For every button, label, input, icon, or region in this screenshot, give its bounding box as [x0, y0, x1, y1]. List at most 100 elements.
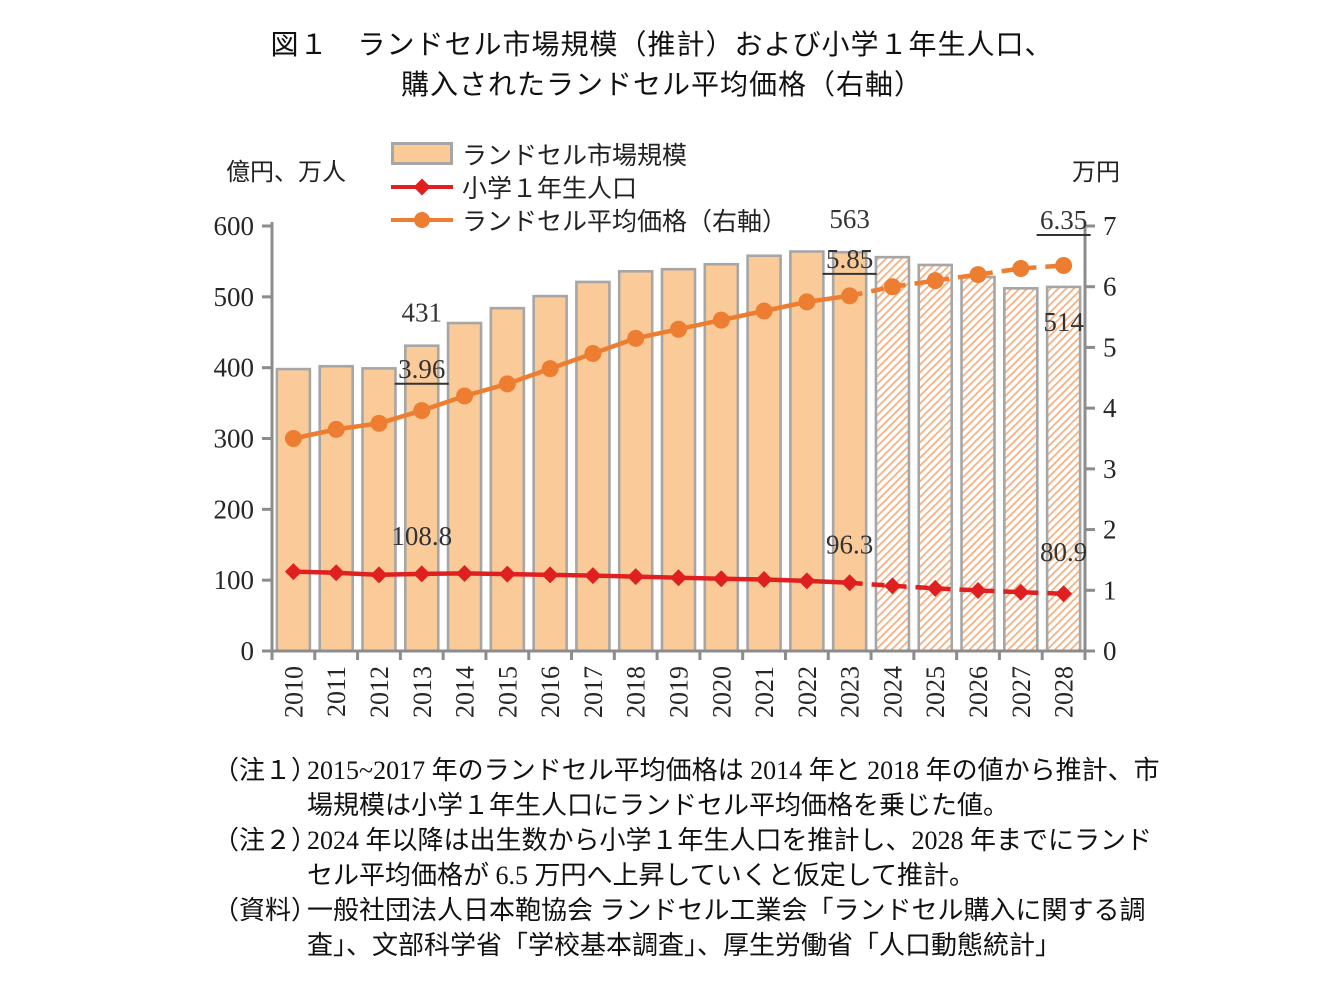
population-point-2027 [1012, 583, 1030, 601]
price-point-2023 [841, 287, 859, 305]
svg-text:2028: 2028 [1050, 666, 1079, 718]
price-point-2028 [1055, 256, 1073, 274]
population-point-2020 [712, 570, 730, 588]
notes: （注１） 2015~2017 年のランドセル平均価格は 2014 年と 2018… [213, 753, 1173, 963]
bar-2016 [532, 294, 568, 653]
svg-text:2021: 2021 [750, 666, 779, 718]
population-point-2013 [413, 565, 431, 583]
legend-item-population: 小学１年生人口 [391, 170, 787, 203]
population-point-2028 [1055, 585, 1073, 603]
population-point-2022 [798, 572, 816, 590]
price-point-2012 [370, 414, 388, 432]
svg-text:2027: 2027 [1007, 666, 1036, 718]
svg-text:2012: 2012 [365, 666, 394, 718]
svg-text:500: 500 [214, 282, 255, 312]
price-point-2014 [456, 387, 474, 405]
svg-text:2011: 2011 [322, 666, 351, 717]
price-point-2020 [712, 311, 730, 329]
population-point-2014 [456, 564, 474, 582]
population-point-2017 [584, 567, 602, 585]
svg-text:2013: 2013 [408, 666, 437, 718]
price-point-2018 [627, 329, 645, 347]
svg-text:2015: 2015 [493, 666, 522, 718]
population-point-2015 [498, 565, 516, 583]
annotation-431: 431 [402, 298, 443, 328]
price-point-2025 [926, 272, 944, 290]
svg-text:400: 400 [214, 353, 255, 383]
price-point-2013 [413, 402, 431, 420]
chart-title-line1: 図１ ランドセル市場規模（推計）および小学１年生人口、 [270, 30, 1054, 61]
bar-2013 [403, 344, 440, 653]
note-label: （注１） [213, 756, 318, 785]
legend-label: ランドセル平均価格（右軸） [462, 208, 788, 236]
price-point-2015 [498, 375, 516, 393]
legend-label: 小学１年生人口 [462, 175, 638, 203]
annotation-563: 563 [829, 204, 870, 234]
left-axis-unit-label: 億円、万人 [226, 160, 346, 186]
legend: ランドセル市場規模 小学１年生人口 ランドセル平均価格（右軸） [391, 137, 787, 236]
diamond-line-swatch-icon [391, 178, 453, 196]
price-point-2022 [798, 293, 816, 311]
legend-item-avg-price: ランドセル平均価格（右軸） [391, 203, 787, 236]
svg-text:2022: 2022 [793, 666, 822, 718]
svg-text:600: 600 [214, 211, 255, 241]
svg-text:2: 2 [1103, 515, 1117, 545]
chart-title: 図１ ランドセル市場規模（推計）および小学１年生人口、 購入されたランドセル平均… [0, 26, 1324, 106]
price-point-2011 [327, 420, 345, 438]
svg-text:1: 1 [1103, 575, 1117, 605]
bar-swatch-icon [391, 142, 453, 165]
note-source: （資料） 一般社団法人日本鞄協会 ランドセル工業会「ランドセル購入に関する調査」… [213, 893, 1173, 963]
note-text: 一般社団法人日本鞄協会 ランドセル工業会「ランドセル購入に関する調査」、文部科学… [307, 896, 1146, 960]
svg-text:2019: 2019 [665, 666, 694, 718]
price-point-2021 [755, 302, 773, 320]
svg-text:100: 100 [214, 565, 255, 595]
annotation-6.35: 6.35 [1040, 205, 1087, 235]
note-label: （注２） [213, 826, 318, 855]
price-point-2026 [969, 266, 987, 284]
svg-text:2017: 2017 [579, 666, 608, 718]
population-point-2025 [926, 579, 944, 597]
note-1: （注１） 2015~2017 年のランドセル平均価格は 2014 年と 2018… [213, 753, 1173, 823]
annotation-80.9: 80.9 [1040, 537, 1087, 567]
svg-text:2025: 2025 [921, 666, 950, 718]
population-point-2012 [370, 566, 388, 584]
svg-text:2018: 2018 [622, 666, 651, 718]
svg-text:2014: 2014 [451, 666, 480, 718]
svg-text:200: 200 [214, 494, 255, 524]
note-2: （注２） 2024 年以降は出生数から小学１年生人口を推計し、2028 年までに… [213, 823, 1173, 893]
svg-text:3: 3 [1103, 454, 1117, 484]
svg-text:2010: 2010 [279, 666, 308, 718]
price-point-2017 [584, 345, 602, 362]
svg-text:2020: 2020 [707, 666, 736, 718]
note-text: 2015~2017 年のランドセル平均価格は 2014 年と 2018 年の値か… [307, 756, 1160, 820]
chart-title-line2: 購入されたランドセル平均価格（右軸） [400, 70, 923, 101]
chart-canvas: 0 100 200 300 400 500 600 0 1 2 3 4 5 6 7 2010 2011 2012 2… [214, 204, 1118, 718]
svg-text:4: 4 [1103, 393, 1117, 423]
population-point-2010 [284, 563, 302, 581]
svg-text:7: 7 [1103, 211, 1117, 241]
population-point-2026 [969, 581, 987, 599]
bar-2017 [575, 280, 611, 653]
annotation-3.96: 3.96 [398, 354, 445, 384]
price-point-2027 [1012, 260, 1030, 277]
bar-2011 [318, 364, 354, 653]
bar-2010 [275, 367, 312, 653]
population-point-2019 [670, 569, 687, 587]
bar-2014 [446, 321, 483, 653]
bar-2015 [489, 306, 526, 653]
bar-2018 [617, 270, 654, 653]
population-point-2016 [541, 566, 559, 584]
note-label: （資料） [213, 896, 318, 925]
price-point-2016 [541, 360, 559, 378]
right-axis-unit-label: 万円 [1072, 160, 1120, 186]
svg-text:2016: 2016 [536, 666, 565, 718]
svg-text:0: 0 [1103, 636, 1117, 666]
annotation-96.3: 96.3 [826, 529, 873, 559]
svg-text:300: 300 [214, 424, 255, 454]
annotation-514: 514 [1043, 307, 1084, 337]
bar-2022 [789, 250, 825, 653]
annotation-108.8: 108.8 [391, 521, 452, 551]
circle-line-swatch-icon [391, 211, 453, 229]
price-point-2010 [284, 430, 302, 447]
